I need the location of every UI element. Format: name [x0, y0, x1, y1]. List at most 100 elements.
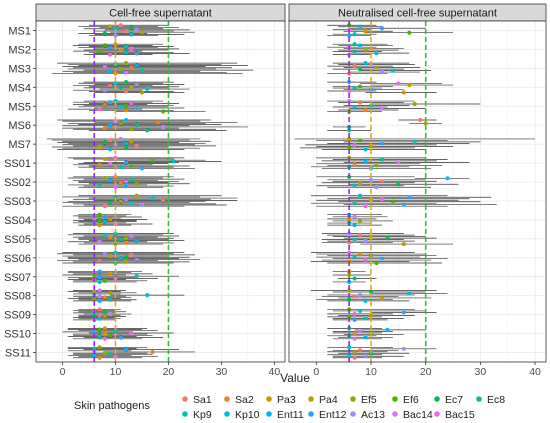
facet-panel: Cell-free supernatant — [35, 3, 286, 363]
legend-label: Ef6 — [403, 394, 419, 406]
legend-label: Bac14 — [403, 409, 433, 421]
legend-item: Ec8 — [476, 394, 505, 406]
legend-swatch — [392, 396, 398, 402]
x-axis-label: Value — [280, 371, 310, 385]
data-point — [108, 290, 113, 295]
data-point — [108, 217, 113, 222]
data-point — [357, 251, 363, 257]
data-point — [118, 121, 123, 126]
data-point — [97, 327, 102, 332]
data-point — [102, 204, 107, 209]
y-tick-label: SS09 — [4, 310, 31, 322]
legend-item: Pa3 — [266, 394, 296, 406]
legend-item: Kp10 — [224, 409, 260, 421]
data-point — [379, 141, 385, 146]
legend-label: Sa1 — [193, 394, 212, 406]
data-point — [102, 314, 107, 319]
data-point — [113, 42, 118, 47]
data-point — [118, 23, 123, 28]
data-point — [352, 294, 357, 299]
data-point — [123, 89, 129, 94]
data-point — [97, 316, 102, 321]
data-point — [347, 79, 352, 85]
data-point — [401, 310, 406, 315]
data-point — [113, 33, 118, 38]
data-point — [113, 241, 118, 247]
data-point — [363, 238, 368, 244]
legend-item: Bac14 — [392, 409, 433, 421]
data-point — [118, 199, 123, 204]
data-point — [102, 295, 107, 300]
data-point — [401, 90, 406, 95]
data-point — [113, 185, 118, 190]
data-point — [108, 311, 113, 317]
data-point — [123, 79, 129, 85]
data-point — [108, 271, 113, 276]
data-point — [97, 355, 102, 360]
y-tick-label: SS03 — [4, 196, 31, 208]
data-point — [374, 51, 379, 56]
data-point — [352, 330, 357, 335]
data-point — [97, 162, 102, 167]
facet-title: Cell-free supernatant — [109, 8, 212, 20]
data-point — [145, 128, 150, 133]
data-point — [113, 250, 118, 255]
data-point — [92, 353, 97, 358]
data-point — [129, 177, 134, 182]
legend-swatch — [476, 396, 482, 402]
data-point — [134, 274, 139, 279]
legend-label: Ent12 — [319, 409, 347, 421]
data-point — [368, 313, 374, 318]
y-tick-label: SS01 — [4, 158, 31, 170]
data-point — [97, 313, 102, 318]
data-point — [108, 24, 113, 29]
data-point — [92, 272, 97, 278]
legend-swatch — [182, 411, 188, 417]
data-point — [108, 123, 113, 128]
legend-item: Ec7 — [434, 394, 463, 406]
data-point — [396, 160, 401, 165]
data-point — [134, 51, 139, 56]
legend-item: Kp9 — [182, 409, 212, 421]
data-point — [352, 42, 357, 47]
data-point — [113, 81, 118, 86]
data-point — [347, 88, 352, 94]
data-point — [347, 250, 352, 255]
data-point — [352, 49, 357, 54]
data-point — [357, 348, 363, 353]
data-point — [352, 64, 357, 69]
data-point — [145, 86, 150, 92]
data-point — [145, 293, 150, 298]
data-point — [357, 329, 363, 334]
data-point — [108, 45, 113, 50]
data-point — [352, 311, 357, 316]
data-point — [102, 232, 107, 237]
data-point — [352, 142, 357, 147]
data-point — [108, 352, 113, 357]
x-tick-label: 10 — [110, 366, 122, 378]
data-point — [134, 181, 139, 186]
data-point — [134, 238, 139, 243]
data-point — [97, 107, 102, 112]
data-point — [363, 107, 368, 113]
legend-swatch — [224, 396, 230, 402]
data-point — [97, 307, 102, 312]
facet-panel: Neutralised cell-free supernatant — [288, 3, 547, 363]
data-point — [347, 216, 352, 221]
data-point — [108, 333, 113, 338]
data-point — [134, 257, 139, 262]
data-point — [379, 256, 385, 261]
data-point — [363, 147, 368, 152]
legend-label: Pa3 — [277, 394, 296, 406]
data-point — [97, 298, 102, 304]
data-point — [347, 297, 352, 302]
data-point — [352, 223, 357, 228]
data-point — [352, 317, 357, 322]
legend-label: Kp10 — [235, 409, 260, 421]
data-point — [423, 121, 428, 126]
data-point — [102, 332, 107, 337]
data-point — [123, 108, 129, 113]
data-point — [347, 145, 352, 150]
data-point — [379, 179, 385, 184]
data-point — [123, 141, 129, 146]
